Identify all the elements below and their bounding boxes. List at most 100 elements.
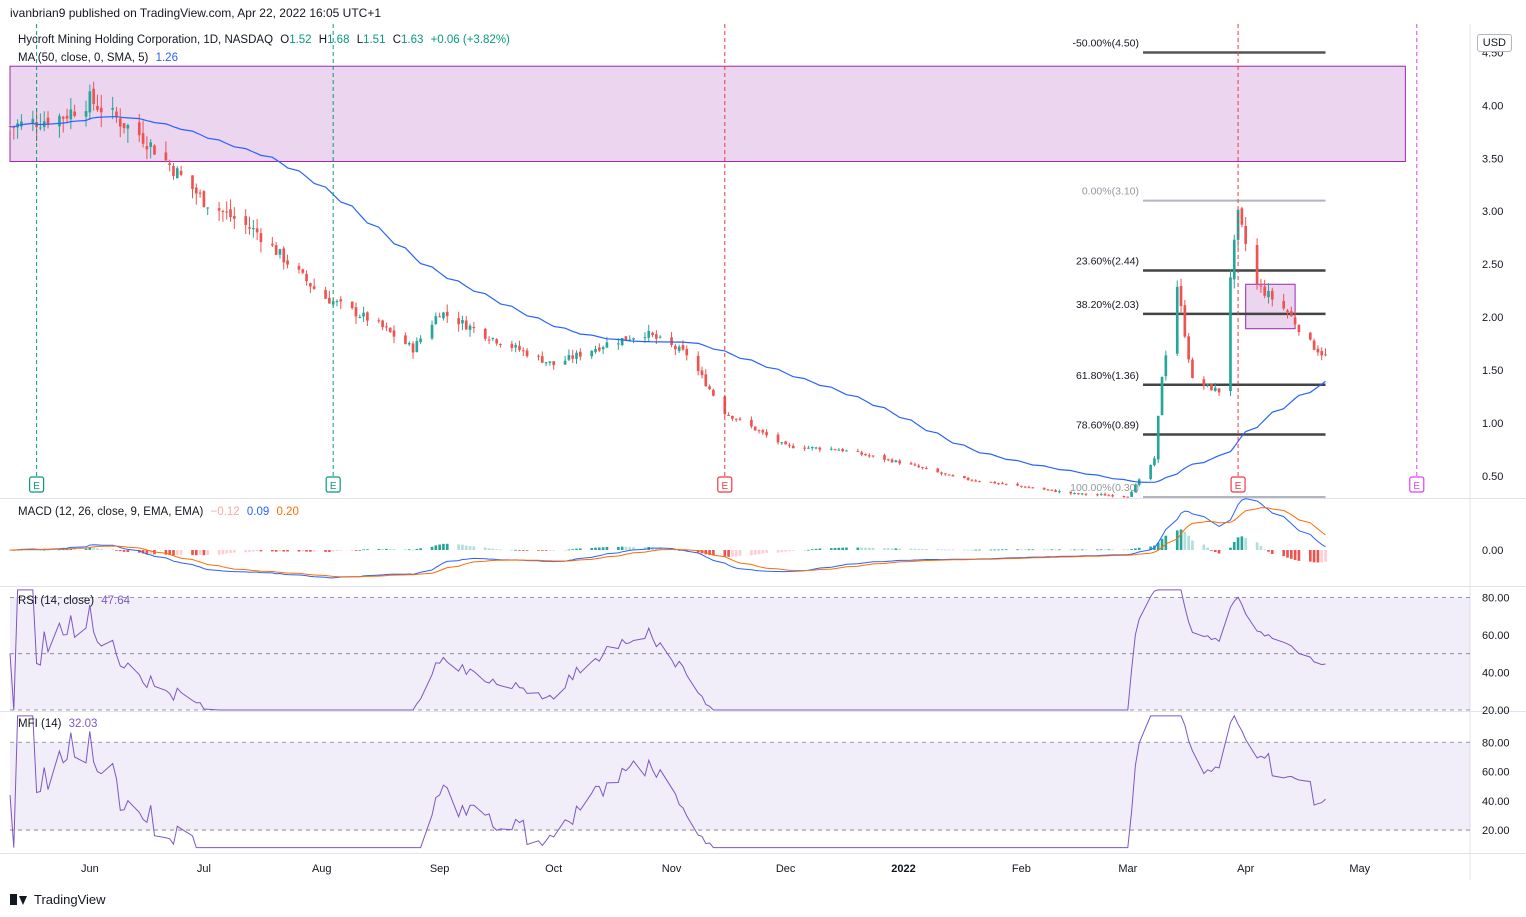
candle-body [670, 337, 673, 345]
macd-histogram-bar [727, 550, 730, 557]
candle-body [731, 415, 734, 419]
earnings-marker-icon [325, 476, 341, 493]
macd-histogram-bar [1229, 547, 1232, 550]
macd-histogram-bar [61, 549, 65, 551]
candle-body [962, 475, 966, 478]
earnings-marker-icon [717, 476, 733, 493]
macd-histogram-bar [434, 545, 438, 550]
candle-body [1236, 209, 1240, 240]
macd-histogram-bar [750, 550, 753, 556]
ma-label: MA (50, close, 0, SMA, 5) [18, 52, 149, 64]
macd-histogram-bar [404, 549, 407, 551]
candle-body [658, 336, 662, 338]
candle-body [1080, 493, 1084, 495]
candle-body [708, 386, 711, 390]
candle-body [388, 327, 392, 332]
macd-histogram-bar [92, 547, 95, 550]
macd-histogram-bar [229, 550, 232, 554]
macd-histogram-bar [1175, 530, 1179, 550]
tradingview-brand: TradingView [34, 892, 106, 907]
candle-body [487, 339, 491, 341]
candle-body [578, 351, 582, 357]
candle-body [1134, 484, 1137, 493]
candle-body [461, 319, 464, 324]
macd-histogram-bar [540, 550, 544, 551]
candle-body [8, 126, 12, 128]
candle-body [434, 316, 438, 325]
macd-histogram-bar [620, 546, 624, 550]
macd-histogram-bar [248, 550, 251, 553]
candle-body [860, 452, 863, 455]
candle-body [194, 187, 198, 194]
candle-body [96, 105, 99, 110]
macd-histogram-bar [974, 549, 978, 551]
macd-histogram-bar [864, 547, 867, 550]
candle-body [1282, 300, 1286, 309]
candle-body [651, 332, 654, 336]
macd-histogram-bar [563, 550, 567, 551]
macd-histogram-bar [286, 550, 289, 552]
candle-body [810, 446, 814, 449]
candle-body [217, 208, 221, 211]
macd-histogram-bar [1232, 542, 1236, 550]
candle-body [1126, 496, 1130, 498]
candle-body [1023, 486, 1027, 488]
candle-body [674, 345, 677, 350]
candle-body [278, 249, 282, 255]
candle-body [1259, 285, 1263, 287]
fib-level-label: -50.00%(4.50) [1072, 37, 1139, 49]
x-tick-label: Dec [776, 863, 796, 875]
candle-body [179, 170, 183, 175]
x-tick-label: May [1349, 863, 1370, 875]
candle-body [1320, 351, 1324, 356]
change-value: +0.06 (+3.82%) [430, 34, 510, 46]
candle-body [354, 307, 358, 317]
candle-body [69, 109, 73, 120]
price-tick-label: 1.00 [1482, 418, 1503, 430]
candle-body [617, 343, 620, 345]
macd-histogram-bar [1001, 549, 1004, 551]
candle-body [415, 340, 419, 353]
macd-histogram-bar [282, 550, 286, 552]
earnings-marker-label: E [721, 481, 728, 492]
candle-body [597, 347, 601, 351]
macd-histogram-bar [601, 547, 605, 550]
macd-histogram-bar [381, 549, 384, 550]
candle-body [141, 133, 145, 144]
macd-histogram-bar [567, 549, 571, 551]
macd-histogram-bar [88, 547, 92, 550]
candle-body [430, 324, 434, 339]
macd-histogram-bar [989, 549, 993, 551]
candle-body [780, 442, 784, 444]
candle-body [548, 361, 552, 363]
tradingview-icon [10, 894, 28, 905]
x-tick-label: Sep [430, 863, 450, 875]
macd-histogram-bar [407, 549, 411, 551]
macd-histogram-bar [1289, 550, 1293, 559]
candle-body [457, 318, 460, 325]
candle-body [31, 118, 35, 124]
candle-body [837, 449, 841, 451]
macd-histogram-bar [1217, 550, 1221, 554]
price-tick-label: 2.50 [1482, 259, 1503, 271]
moving-average-line [9, 116, 1326, 483]
macd-histogram-bar [552, 550, 556, 551]
rsi-line [9, 589, 1326, 711]
macd-histogram-bar [328, 550, 331, 552]
candle-body [331, 301, 335, 305]
fib-level-label: 23.60%(2.44) [1076, 255, 1139, 267]
candle-body [563, 360, 567, 365]
macd-histogram-bar [73, 548, 76, 550]
currency-button[interactable]: USD [1476, 34, 1512, 52]
macd-histogram-bar [305, 550, 308, 552]
macd-histogram-bar [487, 548, 491, 550]
candle-body [350, 301, 354, 309]
ma-value: 1.26 [155, 52, 178, 64]
candle-body [111, 108, 114, 110]
candle-body [753, 426, 757, 431]
candle-body [126, 124, 130, 129]
macd-histogram-bar [118, 550, 122, 552]
candle-body [628, 339, 632, 341]
macd-histogram-bar [1027, 549, 1031, 551]
